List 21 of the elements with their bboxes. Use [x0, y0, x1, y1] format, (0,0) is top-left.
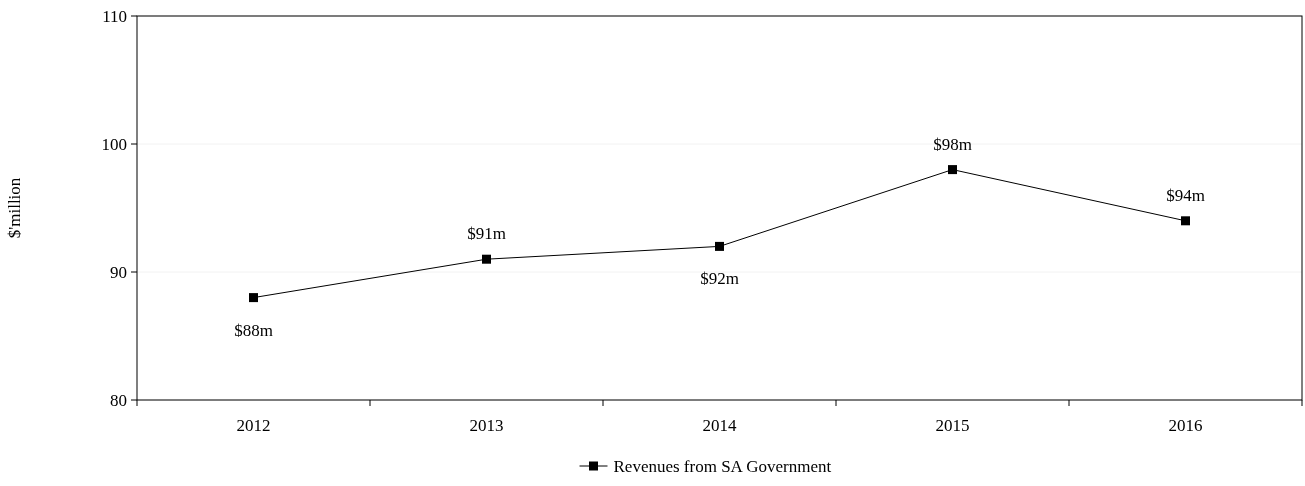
point [482, 254, 491, 264]
y-axis-title: $'million [5, 177, 24, 239]
x-tick-label: 2014 [702, 416, 737, 435]
x-tick-label: 2013 [469, 416, 504, 435]
point [249, 293, 258, 303]
point [948, 165, 957, 175]
point [715, 241, 724, 251]
x-tick-label: 2016 [1168, 416, 1203, 435]
data-label: $94m [1166, 185, 1205, 205]
x-tick-label: 2012 [236, 416, 271, 435]
data-label: $92m [700, 269, 739, 289]
data-label: $98m [933, 134, 972, 154]
y-tick-label: 100 [101, 134, 127, 154]
data-label: $91m [467, 224, 506, 244]
y-tick-label: 110 [102, 6, 127, 26]
data-label: $88m [234, 320, 273, 340]
point [1181, 216, 1190, 226]
legend-label: Revenues from SA Government [613, 456, 832, 476]
x-tick-label: 2015 [935, 416, 970, 435]
y-tick-label: 90 [110, 262, 127, 282]
y-tick-label: 80 [110, 390, 127, 410]
